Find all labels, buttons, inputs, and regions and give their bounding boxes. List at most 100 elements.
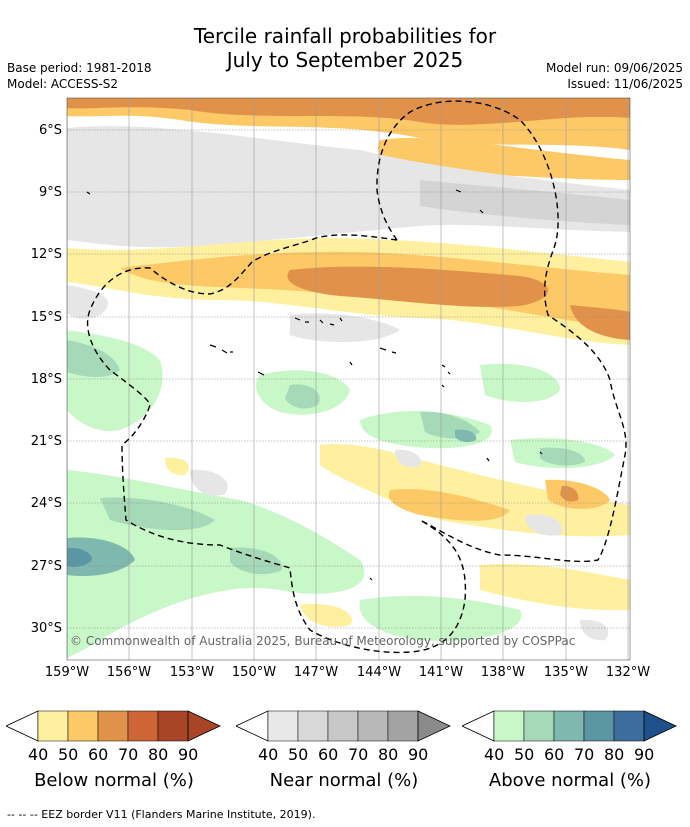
lat-label: 15°S [30,310,62,325]
lat-label: 6°S [38,123,62,138]
lat-label: 9°S [38,185,62,200]
lon-label: 156°W [106,665,152,680]
lon-label: 144°W [356,665,402,680]
lat-label: 21°S [30,434,62,449]
near-normal-colorbar [236,710,451,742]
below-normal-area [570,305,630,340]
lon-label: 153°W [169,665,215,680]
colorbar-tick: 50 [288,745,309,764]
colorbar-tick: 40 [258,745,279,764]
below-normal-area [300,603,352,627]
map-title: Tercile rainfall probabilities for July … [0,24,690,72]
colorbar-swatch [37,710,69,742]
colorbar-swatch [357,710,389,742]
base-info: Base period: 1981-2018 Model: ACCESS-S2 [7,60,152,92]
above-normal-area [540,447,585,466]
colorbar-tick: 60 [544,745,565,764]
colorbar-tick: 50 [514,745,535,764]
islands [86,189,543,581]
below-normal-label: Below normal (%) [34,770,194,791]
above-normal-colorbar [462,710,677,742]
colorbar-swatch [157,710,189,742]
colorbar-swatch [493,710,525,742]
colorbar-tick: 70 [348,745,369,764]
lat-label: 12°S [30,247,62,262]
near-normal-area [67,126,630,248]
lon-label: 138°W [480,665,526,680]
near-normal-area [580,619,609,641]
near-normal-area [290,313,400,342]
colorbar-tick: 90 [408,745,429,764]
above-normal-area [67,537,135,577]
near-normal-area [395,449,421,468]
near-normal-area [67,285,108,319]
colorbar-tick: 40 [484,745,505,764]
colorbar-swatch [387,710,419,742]
base-period: Base period: 1981-2018 [7,61,152,75]
colorbar-swatch [67,710,99,742]
below-normal-area [388,489,510,521]
lon-label: 132°W [605,665,651,680]
lat-label: 27°S [30,559,62,574]
colorbar-swatch [327,710,359,742]
colorbar-tick: 70 [574,745,595,764]
below-normal-area [67,98,630,125]
above-normal-area [67,547,92,567]
below-normal-area [165,457,189,476]
graticule [67,129,630,629]
near-normal-area [190,469,228,496]
colorbar-tick: 70 [118,745,139,764]
model-run: Model run: 09/06/2025 [545,61,683,75]
above-normal-area [480,363,560,402]
near-normal-area [420,180,630,225]
lon-label: 147°W [293,665,339,680]
colorbar-swatch [613,710,645,742]
issued-date: Issued: 11/06/2025 [567,77,683,91]
below-normal-area [560,485,579,502]
colorbar-tick: 80 [378,745,399,764]
colorbar-tick: 90 [634,745,655,764]
run-info: Model run: 09/06/2025 Issued: 11/06/2025 [546,60,683,92]
meridians [67,98,629,660]
above-normal-area [455,429,477,443]
title-line-1: Tercile rainfall probabilities for [193,24,497,48]
colorbar-tick: 40 [28,745,49,764]
colorbar-swatch [523,710,555,742]
above-normal-area [67,340,120,377]
model-name: Model: ACCESS-S2 [7,77,119,91]
lon-label: 135°W [543,665,589,680]
near-normal-area [525,514,562,536]
colorbar-tick: 60 [88,745,109,764]
probability-field [67,98,630,660]
copyright-notice: © Commonwealth of Australia 2025, Bureau… [70,634,576,648]
colorbar-swatch [267,710,299,742]
colorbar-tick: 90 [178,745,199,764]
below-normal-colorbar [6,710,221,742]
lat-label: 24°S [30,496,62,511]
colorbar-tick: 80 [604,745,625,764]
above-normal-area [359,595,522,641]
colorbar-swatch [297,710,329,742]
colorbar-swatch [583,710,615,742]
colorbar-swatch [553,710,585,742]
above-normal-label: Above normal (%) [488,770,652,791]
lat-label: 30°S [30,621,62,636]
above-normal-area [230,547,283,575]
lon-label: 141°W [418,665,464,680]
colorbar-tick: 60 [318,745,339,764]
below-normal-area [320,444,630,537]
lon-label: 159°W [44,665,90,680]
eez-border [86,100,627,654]
colorbar-tick: 50 [58,745,79,764]
colorbar-swatch [127,710,159,742]
below-normal-area [287,266,549,307]
title-line-2: July to September 2025 [226,48,464,72]
below-normal-area [480,563,630,611]
near-normal-label: Near normal (%) [269,770,419,791]
lat-label: 18°S [30,372,62,387]
lon-label: 150°W [231,665,277,680]
above-normal-area [285,384,320,409]
eez-footnote: -- -- -- EEZ border V11 (Flanders Marine… [7,808,316,821]
colorbar-tick: 80 [148,745,169,764]
rainfall-map [66,97,631,661]
